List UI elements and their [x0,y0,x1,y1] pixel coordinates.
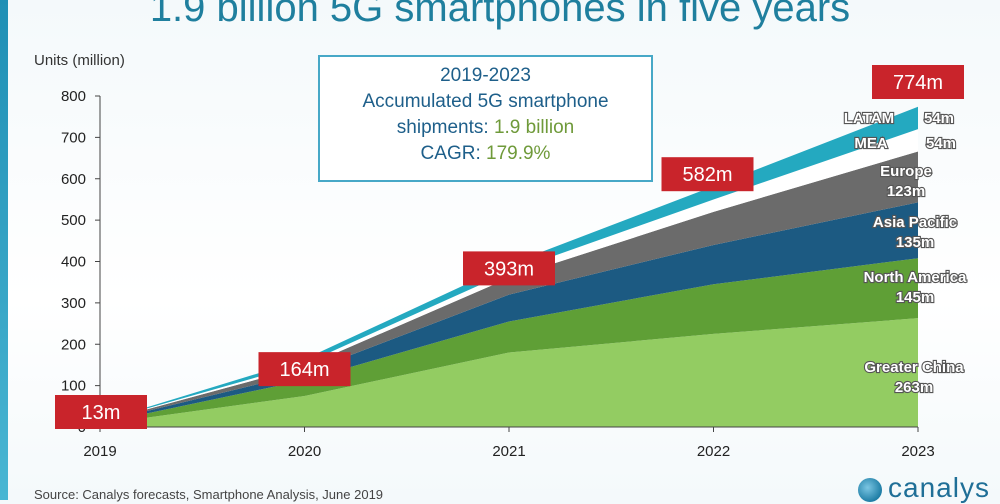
segment-value-north-america: 145m [896,289,934,306]
total-box-2019 [55,395,147,429]
area-asia-pacific [100,202,918,424]
total-label-2023: 774m [893,72,943,94]
total-box-2021 [463,251,555,286]
info-period: 2019-2023 [440,65,531,86]
page-title: 1.9 billion 5G smartphones in five years [149,0,851,30]
info-cagr-value: 179.9% [486,143,551,164]
left-accent-stripe [0,0,8,500]
total-label-2019: 13m [82,402,121,424]
info-cagr: CAGR: 179.9% [320,141,651,167]
segment-name-north-america: North America [864,269,967,286]
info-heading: Accumulated 5G smartphone [362,91,609,112]
area-greater-china [100,318,918,427]
y-tick-label-600: 600 [61,171,86,188]
total-box-2023 [872,65,964,99]
segment-value-mea: 54m [926,135,956,152]
source-note: Source: Canalys forecasts, Smartphone An… [34,487,384,502]
logo-globe-icon [858,478,882,502]
segment-name-mea: MEA [854,135,888,152]
y-tick-label-800: 800 [61,88,86,105]
info-cagr-label: CAGR: [420,143,486,164]
total-label-2022: 582m [682,164,732,186]
total-box-2020 [258,352,351,387]
y-tick-label-500: 500 [61,212,86,229]
info-shipments-value: 1.9 billion [493,117,575,138]
segment-value-europe: 123m [887,183,925,200]
y-tick-label-700: 700 [61,129,86,146]
x-tick-label-2020: 2020 [288,443,321,460]
y-tick-label-200: 200 [61,336,86,353]
segment-name-latam: LATAM [844,110,894,127]
area-europe [100,151,918,423]
segment-name-asia-pacific: Asia Pacific [873,214,957,231]
total-label-2021: 393m [484,258,534,280]
segment-name-europe: Europe [880,163,932,180]
segment-value-asia-pacific: 135m [896,234,934,251]
segment-value-greater-china: 263m [895,379,933,396]
y-axis-label: Units (million) [34,52,125,69]
y-tick-label-300: 300 [61,295,86,312]
y-tick-label-400: 400 [61,254,86,271]
x-tick-label-2021: 2021 [492,443,525,460]
total-label-2020: 164m [279,359,329,381]
x-tick-label-2019: 2019 [83,443,116,460]
x-tick-label-2022: 2022 [697,443,730,460]
y-tick-label-100: 100 [61,378,86,395]
segment-value-latam: 54m [924,110,954,127]
x-tick-label-2023: 2023 [901,443,934,460]
total-box-2022 [661,157,754,192]
logo-wordmark: canalys [888,472,990,503]
info-shipments: shipments: 1.9 billion [320,115,651,141]
segment-name-greater-china: Greater China [864,359,964,376]
info-shipments-label: shipments: [396,117,494,138]
info-box: 2019-2023 Accumulated 5G smartphone ship… [318,55,653,182]
